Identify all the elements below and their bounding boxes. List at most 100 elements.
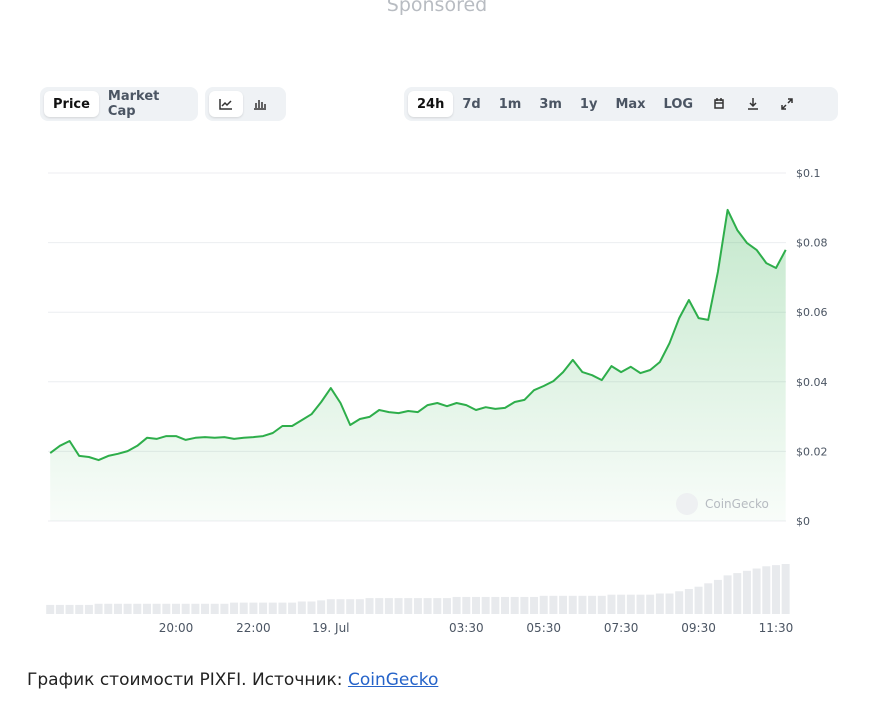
icon bbox=[219, 99, 232, 110]
download-button[interactable] bbox=[736, 91, 770, 117]
volume-bar bbox=[259, 602, 268, 614]
volume-bar bbox=[307, 601, 316, 614]
volume-bar bbox=[626, 594, 635, 614]
range-button[interactable]: LOG bbox=[663, 96, 694, 112]
x-tick-label: 05:30 bbox=[526, 621, 561, 635]
y-tick-label: $0.08 bbox=[796, 237, 828, 250]
watermark: CoinGecko bbox=[705, 497, 769, 511]
area bbox=[50, 209, 786, 521]
volume-bar bbox=[665, 593, 674, 614]
icon bbox=[254, 100, 266, 110]
volume-bar bbox=[423, 598, 432, 614]
fullscreen-button[interactable] bbox=[770, 91, 804, 117]
range-group: 24h 7d 1m 3m 1y Max LOG bbox=[404, 87, 838, 121]
x-tick-label: 19. Jul bbox=[312, 621, 349, 635]
volume-bar bbox=[559, 595, 568, 614]
calendar-button[interactable] bbox=[702, 91, 736, 117]
volume-bar bbox=[413, 598, 422, 614]
volume-bar bbox=[471, 596, 480, 614]
x-tick-label: 20:00 bbox=[159, 621, 194, 635]
caption-text: График стоимости PIXFI. Источник: bbox=[27, 670, 348, 690]
mode-button[interactable]: Price bbox=[44, 91, 99, 117]
volume-bar bbox=[220, 603, 229, 614]
range-button[interactable]: 24h bbox=[408, 91, 454, 117]
volume-bar bbox=[172, 603, 181, 614]
caption: График стоимости PIXFI. Источник: CoinGe… bbox=[27, 670, 438, 690]
volume-bar bbox=[433, 598, 442, 614]
range-button[interactable]: Max bbox=[615, 96, 646, 112]
volume-bar bbox=[365, 598, 374, 614]
volume-bar bbox=[588, 595, 597, 614]
chart: $0 $0.02 $0.04 $0.06 $0.08 $0.1 20:00 22:00 19. … bbox=[46, 167, 828, 635]
volume-bar bbox=[384, 598, 393, 614]
watermark-logo bbox=[676, 493, 698, 515]
line-chart-button[interactable] bbox=[209, 91, 243, 117]
volume-bar bbox=[684, 589, 693, 614]
volume-bar bbox=[394, 598, 403, 614]
volume-bar bbox=[636, 594, 645, 614]
volume-bar bbox=[268, 602, 277, 614]
volume-bar bbox=[607, 594, 616, 614]
icon bbox=[714, 98, 724, 109]
volume-bar bbox=[230, 602, 239, 614]
volume-bar bbox=[297, 601, 306, 614]
volume-bar bbox=[142, 603, 151, 614]
volume-bar bbox=[404, 598, 413, 614]
icon bbox=[748, 98, 759, 110]
volume-bar bbox=[646, 594, 655, 614]
volume-bar bbox=[597, 595, 606, 614]
volume-bar bbox=[704, 583, 713, 614]
y-tick-label: $0.04 bbox=[796, 376, 828, 389]
volume-bar bbox=[133, 603, 142, 614]
volume-bar bbox=[94, 603, 103, 614]
volume-bar bbox=[326, 599, 335, 614]
price-line bbox=[49, 208, 787, 462]
volume-bar bbox=[771, 565, 780, 614]
volume-bar bbox=[152, 603, 161, 614]
volume-bar bbox=[317, 600, 326, 614]
volume-bar bbox=[675, 591, 684, 614]
volume-bar bbox=[375, 598, 384, 614]
volume-bar bbox=[278, 602, 287, 614]
mode-group: Price Market Cap bbox=[40, 87, 198, 121]
mode-button[interactable]: Market Cap bbox=[107, 89, 160, 119]
caption-link[interactable]: CoinGecko bbox=[347, 670, 439, 690]
volume-bar bbox=[694, 586, 703, 614]
volume-bar bbox=[520, 596, 529, 614]
x-tick-label: 11:30 bbox=[759, 621, 794, 635]
volume-bar bbox=[355, 599, 364, 614]
range-button[interactable]: 3m bbox=[539, 96, 562, 112]
volume-bar bbox=[336, 599, 345, 614]
volume-bar bbox=[539, 595, 548, 614]
volume-bar bbox=[162, 603, 171, 614]
volume-bar bbox=[123, 603, 132, 614]
volume-bar bbox=[65, 604, 74, 614]
volume-bar bbox=[481, 596, 490, 614]
chart-kind-group bbox=[205, 87, 286, 121]
range-button[interactable]: 1m bbox=[498, 96, 522, 112]
volume-bar bbox=[452, 596, 461, 614]
volume-bar bbox=[713, 579, 722, 614]
range-button[interactable]: 1y bbox=[579, 96, 598, 112]
volume-bar bbox=[210, 603, 219, 614]
volume-bar bbox=[491, 596, 500, 614]
volume-bar bbox=[568, 595, 577, 614]
volume-bar bbox=[501, 596, 510, 614]
volume-bar bbox=[288, 602, 297, 614]
volume-bar bbox=[181, 603, 190, 614]
range-button[interactable]: 7d bbox=[462, 96, 481, 112]
volume-bar bbox=[733, 573, 742, 614]
volume-bar bbox=[75, 604, 84, 614]
volume-bar bbox=[239, 602, 248, 614]
x-tick-label: 09:30 bbox=[681, 621, 716, 635]
volume-bar bbox=[742, 570, 751, 614]
bar-chart-button[interactable] bbox=[243, 91, 277, 117]
x-tick-label: 07:30 bbox=[604, 621, 639, 635]
x-tick-label: 03:30 bbox=[449, 621, 484, 635]
volume-bar bbox=[723, 575, 732, 614]
volume-bar bbox=[55, 604, 64, 614]
volume-bar bbox=[617, 594, 626, 614]
y-tick-label: $0.06 bbox=[796, 306, 828, 319]
x-tick-label: 22:00 bbox=[236, 621, 271, 635]
